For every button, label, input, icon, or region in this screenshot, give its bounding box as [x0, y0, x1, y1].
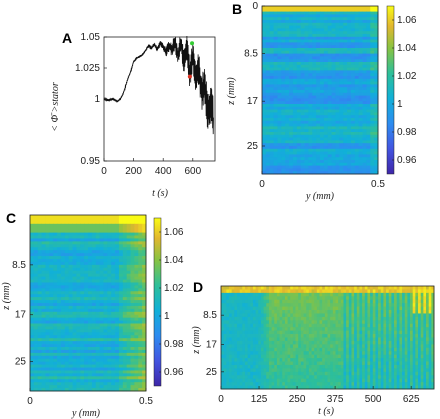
panel-d-frame: [220, 285, 435, 390]
panel-c-colorbar: [153, 217, 162, 387]
panel-a-ytick-label: 1: [94, 94, 100, 105]
panel-a-ytick-label: 1.05: [81, 32, 101, 43]
panel-b-xtick-label: 0.5: [371, 179, 385, 190]
panel-c-colorbar-label: 1.06: [164, 227, 184, 238]
panel-a-xtick-label: 400: [155, 166, 172, 177]
panel-d-ylabel: z (mm): [191, 326, 202, 355]
panel-d-heatmap: 0 125 250 375 500 625 8.5 17 25 t (s) z (mm): [191, 285, 435, 417]
panel-b-frame: [261, 5, 379, 175]
panel-a-marker-0: [190, 41, 195, 46]
panel-a-xlabel: t (s): [152, 188, 169, 199]
panel-label-d: D: [193, 279, 203, 295]
panel-a-ylabel: < Φ̄ >stator: [50, 82, 61, 132]
panel-b-colorbar: [386, 5, 395, 175]
panel-b-colorbar-label: 1.06: [397, 15, 417, 26]
panel-label-a: A: [62, 30, 72, 46]
panel-a-ytick-label: 0.95: [81, 156, 101, 167]
panel-b-colorbar-label: 1.04: [397, 43, 417, 54]
panel-c-ylabel: z (mm): [1, 282, 12, 311]
panel-b-ytick-label: 25: [247, 141, 259, 152]
panel-d-ytick-label: 25: [206, 367, 218, 378]
panel-a-xtick-label: 200: [125, 166, 142, 177]
panel-c-colorbar-label: 0.98: [164, 339, 184, 350]
panel-c-ytick-label: 8.5: [12, 260, 26, 271]
panel-a-line-chart: 0 200 400 600 0.95 1 1.025 1.05 t (s) < Φ̄ >sta…: [50, 32, 216, 199]
panel-label-c: C: [6, 210, 16, 226]
panel-d-xtick-label: 0: [218, 394, 224, 405]
panel-d-xtick-label: 625: [403, 394, 420, 405]
panel-c-xtick-label: 0: [27, 396, 33, 407]
panel-d-xtick-label: 500: [365, 394, 382, 405]
panel-c-colorbar-label: 1.02: [164, 283, 184, 294]
panel-a-xtick-label: 600: [184, 166, 201, 177]
panel-b-ytick-label: 0: [252, 1, 258, 12]
panel-a-marker-1: [187, 74, 192, 79]
panel-b-colorbar-label: 0.98: [397, 127, 417, 138]
panel-b-ytick-label: 17: [247, 96, 259, 107]
panel-c-ytick-label: 25: [15, 357, 27, 368]
panel-a-plot-area: [103, 36, 216, 162]
panel-c-ytick-label: 17: [15, 310, 27, 321]
panel-d-xtick-label: 375: [327, 394, 344, 405]
panel-d-xlabel: t (s): [318, 406, 335, 417]
panel-b-heatmap: 0 0.5 0 8.5 17 25 0.96 0.98 1 1.02 1.04 1.06 y (mm)…: [226, 1, 417, 202]
panel-c-xlabel: y (mm): [71, 408, 101, 419]
panel-c-colorbar-label: 0.96: [164, 367, 184, 378]
panel-d-xtick-label: 125: [251, 394, 268, 405]
panel-c-colorbar-label: 1.04: [164, 255, 184, 266]
panel-b-xtick-label: 0: [259, 179, 265, 190]
panel-a-series-line: [103, 35, 214, 135]
panel-a-xtick-label: 0: [101, 166, 107, 177]
panel-c-frame: [29, 214, 147, 392]
panel-c-colorbar-label: 1: [164, 311, 170, 322]
panel-b-ylabel: z (mm): [226, 77, 237, 106]
panel-b-xlabel: y (mm): [305, 191, 335, 202]
panel-a-ytick-label: 1.025: [75, 63, 100, 74]
panel-b-colorbar-label: 1.02: [397, 71, 417, 82]
panel-c-xtick-label: 0.5: [139, 396, 153, 407]
panel-b-colorbar-label: 1: [397, 99, 403, 110]
panel-b-ytick-label: 8.5: [244, 49, 258, 60]
panel-d-ytick-label: 17: [206, 339, 218, 350]
panel-label-b: B: [232, 1, 242, 17]
panel-d-ytick-label: 8.5: [203, 310, 217, 321]
panel-d-xtick-label: 250: [289, 394, 306, 405]
panel-b-colorbar-label: 0.96: [397, 155, 417, 166]
